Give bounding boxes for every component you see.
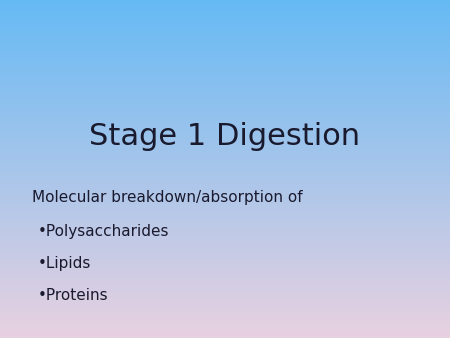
Text: •Polysaccharides: •Polysaccharides bbox=[38, 224, 170, 239]
Text: •Proteins: •Proteins bbox=[38, 288, 109, 303]
Text: Molecular breakdown/absorption of: Molecular breakdown/absorption of bbox=[32, 190, 302, 205]
Text: •Lipids: •Lipids bbox=[38, 256, 92, 271]
Text: Stage 1 Digestion: Stage 1 Digestion bbox=[90, 122, 360, 151]
